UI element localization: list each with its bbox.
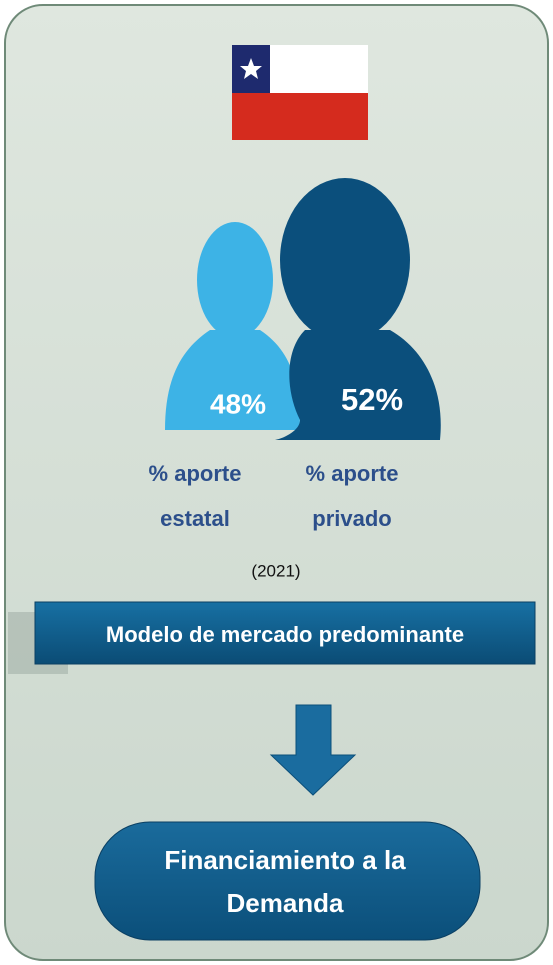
result-box (94, 821, 481, 941)
share-label: 52% (341, 382, 403, 417)
panel (4, 4, 549, 961)
result-text: Financiamiento a la (164, 845, 406, 875)
person-light (165, 222, 300, 430)
person-label: estatal (160, 506, 230, 531)
banner (34, 601, 536, 665)
banner-text: Modelo de mercado predominante (106, 622, 464, 647)
person-label: % aporte (149, 461, 242, 486)
arrow (269, 704, 357, 796)
person-label: % aporte (306, 461, 399, 486)
person-dark (275, 178, 441, 440)
labels: % aporte estatal % aporte privado (149, 461, 399, 531)
year: (2021) (251, 561, 300, 580)
result-text: Demanda (226, 888, 344, 918)
person-label: privado (312, 506, 391, 531)
share-label: 48% (210, 388, 266, 419)
flag (232, 45, 368, 140)
